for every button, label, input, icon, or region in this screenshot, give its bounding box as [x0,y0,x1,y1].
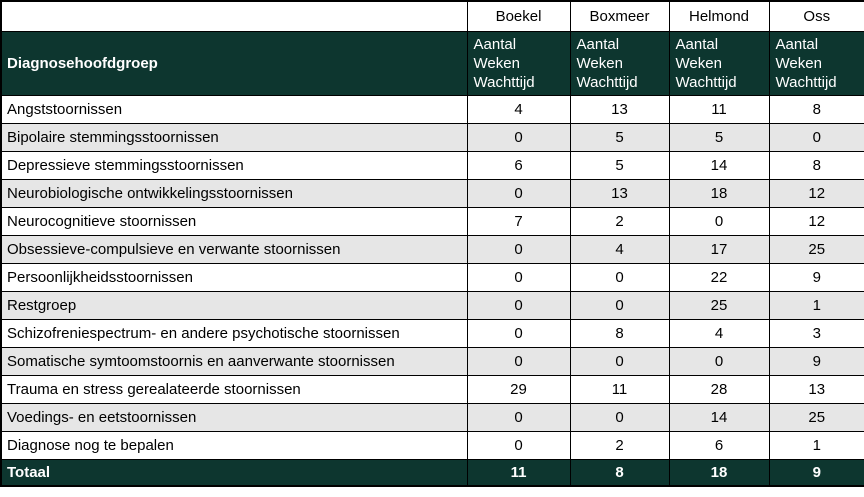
row-label: Neurobiologische ontwikkelingsstoornisse… [0,178,468,208]
location-header-helmond: Helmond [668,0,770,32]
metric-header-row: Diagnosehoofdgroep Aantal Weken Wachttij… [0,30,864,96]
waiting-weeks-value: 0 [569,346,670,376]
table-row: Bipolaire stemmingsstoornissen 0 5 5 0 [0,122,864,152]
table-row: Voedings- en eetstoornissen 0 0 14 25 [0,402,864,432]
row-label: Schizofreniespectrum- en andere psychoti… [0,318,468,348]
waiting-weeks-value: 0 [466,430,571,460]
waiting-weeks-value: 1 [768,430,864,460]
total-value: 11 [466,458,571,487]
waiting-weeks-value: 0 [668,206,770,236]
table-row: Obsessieve-compulsieve en verwante stoor… [0,234,864,264]
waiting-weeks-value: 12 [768,178,864,208]
table-row: Schizofreniespectrum- en andere psychoti… [0,318,864,348]
diagnosis-column-header: Diagnosehoofdgroep [0,30,468,96]
total-value: 9 [768,458,864,487]
waiting-weeks-value: 25 [768,234,864,264]
waiting-weeks-value: 9 [768,262,864,292]
row-label: Obsessieve-compulsieve en verwante stoor… [0,234,468,264]
waiting-weeks-value: 6 [466,150,571,180]
metric-header-helmond: Aantal Weken Wachttijd [668,30,770,96]
location-header-boekel: Boekel [466,0,571,32]
waiting-weeks-value: 0 [466,234,571,264]
waiting-weeks-value: 0 [466,290,571,320]
waiting-weeks-value: 0 [466,346,571,376]
row-label: Restgroep [0,290,468,320]
total-value: 8 [569,458,670,487]
waiting-weeks-value: 4 [668,318,770,348]
waiting-weeks-value: 0 [668,346,770,376]
waiting-weeks-value: 0 [569,290,670,320]
waiting-weeks-value: 13 [569,178,670,208]
table-row: Persoonlijkheidsstoornissen 0 0 22 9 [0,262,864,292]
waiting-weeks-value: 3 [768,318,864,348]
table-row: Trauma en stress gerealateerde stoorniss… [0,374,864,404]
waiting-weeks-value: 14 [668,402,770,432]
waiting-weeks-value: 0 [569,262,670,292]
waiting-weeks-value: 17 [668,234,770,264]
waiting-weeks-value: 0 [466,122,571,152]
waiting-weeks-value: 0 [466,318,571,348]
waiting-weeks-value: 8 [768,94,864,124]
row-label: Somatische symtoomstoornis en aanverwant… [0,346,468,376]
waiting-weeks-value: 5 [569,150,670,180]
waiting-weeks-value: 0 [466,262,571,292]
waiting-weeks-value: 7 [466,206,571,236]
wachttijden-tabel: Boekel Boxmeer Helmond Oss Diagnosehoofdgro… [0,0,864,487]
total-value: 18 [668,458,770,487]
row-label: Persoonlijkheidsstoornissen [0,262,468,292]
location-header-row: Boekel Boxmeer Helmond Oss [0,0,864,32]
waiting-weeks-value: 29 [466,374,571,404]
table-row: Somatische symtoomstoornis en aanverwant… [0,346,864,376]
waiting-weeks-value: 18 [668,178,770,208]
waiting-weeks-value: 0 [466,178,571,208]
waiting-weeks-value: 2 [569,206,670,236]
waiting-weeks-value: 13 [768,374,864,404]
row-label: Neurocognitieve stoornissen [0,206,468,236]
table-body: Angststoornissen 4 13 11 8 Bipolaire stemming… [0,94,864,460]
row-label: Trauma en stress gerealateerde stoorniss… [0,374,468,404]
row-label: Angststoornissen [0,94,468,124]
waiting-weeks-value: 11 [569,374,670,404]
waiting-weeks-value: 6 [668,430,770,460]
waiting-weeks-value: 0 [466,402,571,432]
waiting-weeks-value: 8 [768,150,864,180]
table-row: Depressieve stemmingsstoornissen 6 5 14 8 [0,150,864,180]
row-label: Bipolaire stemmingsstoornissen [0,122,468,152]
waiting-weeks-value: 2 [569,430,670,460]
waiting-weeks-value: 12 [768,206,864,236]
waiting-weeks-value: 22 [668,262,770,292]
waiting-weeks-value: 8 [569,318,670,348]
total-label: Totaal [0,458,468,487]
metric-header-oss: Aantal Weken Wachttijd [768,30,864,96]
waiting-weeks-value: 0 [768,122,864,152]
total-row: Totaal 11 8 18 9 [0,458,864,487]
table-row: Angststoornissen 4 13 11 8 [0,94,864,124]
location-header-boxmeer: Boxmeer [569,0,670,32]
table-row: Diagnose nog te bepalen 0 2 6 1 [0,430,864,460]
waiting-weeks-value: 0 [569,402,670,432]
row-label: Diagnose nog te bepalen [0,430,468,460]
waiting-weeks-value: 13 [569,94,670,124]
waiting-weeks-value: 11 [668,94,770,124]
row-label: Voedings- en eetstoornissen [0,402,468,432]
waiting-weeks-value: 25 [668,290,770,320]
waiting-weeks-value: 4 [569,234,670,264]
waiting-weeks-value: 5 [569,122,670,152]
waiting-weeks-value: 9 [768,346,864,376]
waiting-weeks-value: 14 [668,150,770,180]
row-label: Depressieve stemmingsstoornissen [0,150,468,180]
waiting-weeks-value: 1 [768,290,864,320]
metric-header-boekel: Aantal Weken Wachttijd [466,30,571,96]
table-row: Restgroep 0 0 25 1 [0,290,864,320]
waiting-weeks-value: 5 [668,122,770,152]
table-row: Neurocognitieve stoornissen 7 2 0 12 [0,206,864,236]
table-row: Neurobiologische ontwikkelingsstoornisse… [0,178,864,208]
waiting-weeks-value: 28 [668,374,770,404]
waiting-weeks-value: 4 [466,94,571,124]
corner-cell [0,0,468,32]
location-header-oss: Oss [768,0,864,32]
metric-header-boxmeer: Aantal Weken Wachttijd [569,30,670,96]
waiting-weeks-value: 25 [768,402,864,432]
